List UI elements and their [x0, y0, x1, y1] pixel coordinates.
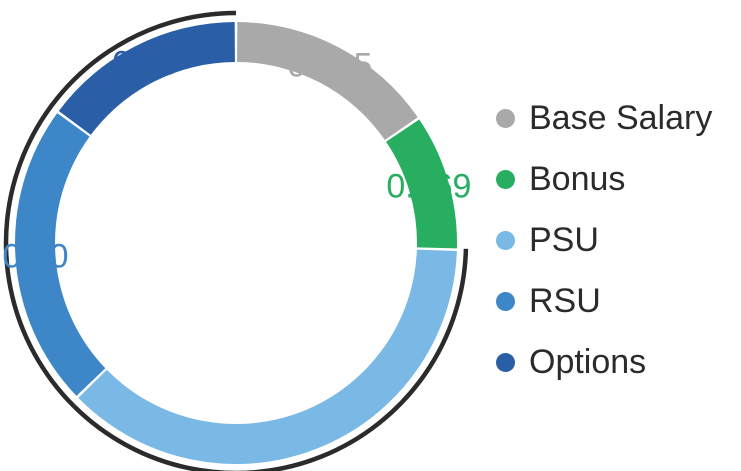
legend-label: Base Salary [529, 99, 713, 137]
data-label-base-salary: 0.415 [287, 46, 372, 84]
legend-item-psu: PSU [496, 210, 712, 271]
legend-item-rsu: RSU [496, 271, 712, 332]
outline-arc-left [3, 10, 237, 409]
data-label-options: 0.40 [112, 45, 178, 83]
legend-swatch-rsu [496, 292, 515, 311]
legend-swatch-options [496, 353, 515, 372]
data-label-psu: 1.0 [285, 411, 332, 449]
slice-options [58, 22, 235, 135]
legend-label: PSU [529, 221, 599, 259]
slice-rsu [14, 113, 106, 396]
chart-legend: Base Salary Bonus PSU RSU Options [496, 88, 712, 393]
slice-base-salary [237, 22, 418, 141]
legend-label: Bonus [529, 160, 626, 198]
legend-swatch-bonus [496, 170, 515, 189]
legend-item-bonus: Bonus [496, 149, 712, 210]
slice-bonus [386, 119, 458, 249]
outline-arc-psu [72, 248, 469, 471]
slice-psu [78, 249, 457, 465]
legend-swatch-psu [496, 231, 515, 250]
legend-swatch-base-salary [496, 109, 515, 128]
legend-label: Options [529, 343, 647, 381]
legend-label: RSU [529, 282, 601, 320]
legend-item-options: Options [496, 332, 712, 393]
data-label-bonus: 0.269 [386, 168, 471, 206]
data-label-rsu: 0.60 [2, 238, 68, 276]
legend-item-base-salary: Base Salary [496, 88, 712, 149]
